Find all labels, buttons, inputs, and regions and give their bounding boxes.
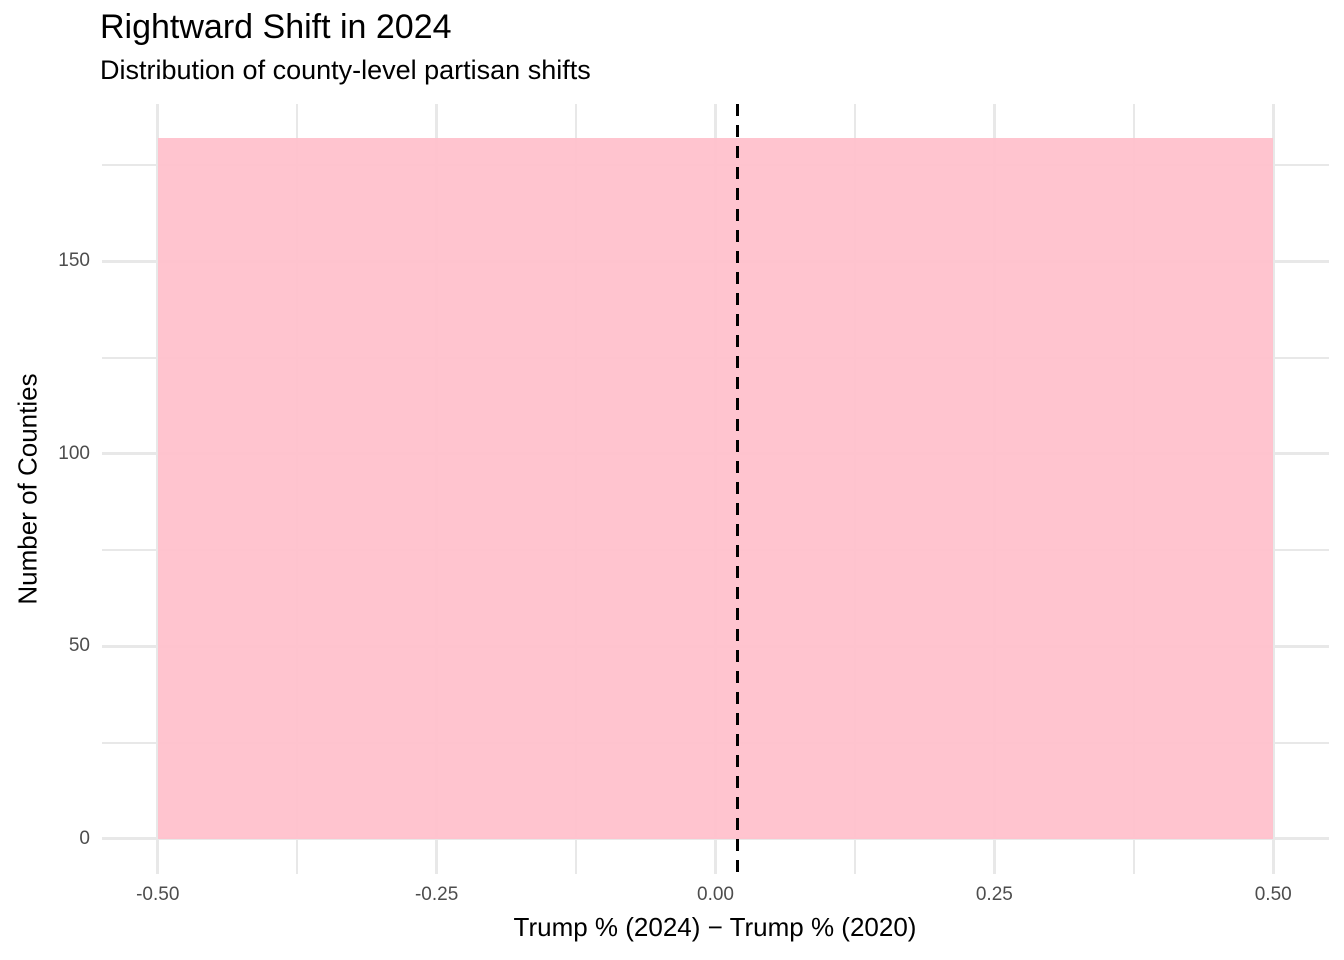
histogram-bar bbox=[157, 138, 1274, 839]
chart-subtitle: Distribution of county-level partisan sh… bbox=[100, 55, 591, 85]
y-tick-label: 50 bbox=[68, 635, 90, 657]
x-axis-title: Trump % (2024) − Trump % (2020) bbox=[513, 912, 917, 942]
x-tick-label: 0.50 bbox=[1254, 884, 1292, 905]
gridline-y-major bbox=[102, 837, 1329, 841]
y-tick-label: 100 bbox=[58, 442, 90, 464]
reference-vline bbox=[736, 104, 740, 874]
y-tick-label: 0 bbox=[79, 827, 90, 849]
y-axis-title: Number of Counties bbox=[12, 373, 43, 605]
x-tick-label: -0.25 bbox=[414, 884, 459, 905]
y-tick-label: 150 bbox=[58, 250, 90, 272]
x-tick-label: 0.00 bbox=[697, 884, 734, 905]
chart-title: Rightward Shift in 2024 bbox=[100, 8, 452, 46]
plot-panel bbox=[102, 104, 1329, 874]
x-tick-label: 0.25 bbox=[975, 884, 1013, 905]
gridline-x-major bbox=[1271, 104, 1275, 874]
x-tick-label: -0.50 bbox=[136, 884, 180, 905]
